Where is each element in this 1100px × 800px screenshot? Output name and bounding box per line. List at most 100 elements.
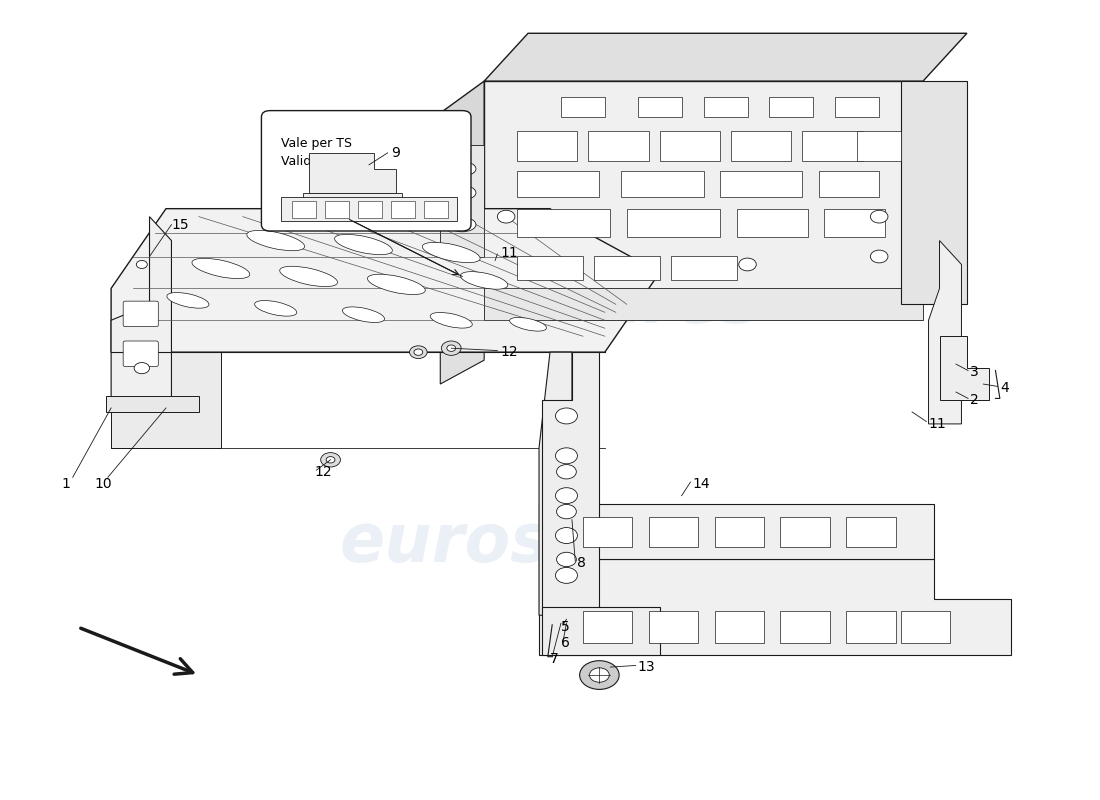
Bar [390,201,415,218]
Circle shape [870,210,888,223]
Bar [588,130,649,161]
Bar [846,517,895,547]
Text: 3: 3 [970,365,979,379]
Bar [835,97,879,117]
Bar [818,171,879,197]
Bar [326,201,349,218]
Text: 14: 14 [693,477,711,490]
Circle shape [409,346,427,358]
Bar [720,171,802,197]
Circle shape [321,453,340,467]
Bar [824,209,884,237]
Polygon shape [111,352,221,448]
Text: 12: 12 [315,465,332,478]
Polygon shape [111,209,660,352]
Bar [769,97,813,117]
Text: eurospares: eurospares [339,271,761,338]
Circle shape [556,408,578,424]
FancyBboxPatch shape [262,110,471,231]
Text: 7: 7 [550,652,559,666]
Polygon shape [539,504,934,559]
Text: 6: 6 [561,636,570,650]
Bar [627,209,721,237]
Polygon shape [542,352,600,615]
Ellipse shape [167,293,209,308]
Polygon shape [484,34,967,81]
Circle shape [414,349,422,355]
Bar [780,517,829,547]
FancyBboxPatch shape [123,341,158,366]
Bar [715,517,764,547]
Text: 9: 9 [390,146,399,160]
Circle shape [590,668,609,682]
Bar [638,97,682,117]
Bar [517,130,578,161]
Polygon shape [106,396,199,412]
Bar [846,611,895,643]
Circle shape [556,488,578,504]
Polygon shape [539,352,594,615]
Bar [780,611,829,643]
Bar [424,201,448,218]
Text: Vale per TS: Vale per TS [282,137,352,150]
Text: 4: 4 [1000,381,1009,395]
Ellipse shape [334,234,393,254]
Ellipse shape [430,313,472,328]
Circle shape [870,250,888,263]
Bar [732,130,791,161]
Bar [293,201,317,218]
Bar [671,257,737,281]
Text: 10: 10 [95,477,112,490]
Polygon shape [484,81,923,304]
Ellipse shape [191,258,250,278]
Ellipse shape [342,307,385,322]
Text: 8: 8 [578,557,586,570]
Text: 11: 11 [928,417,946,431]
Bar [561,97,605,117]
Circle shape [557,465,576,479]
Text: Valid for TS: Valid for TS [282,155,352,168]
Circle shape [441,341,461,355]
Ellipse shape [449,186,476,200]
Circle shape [327,457,334,463]
Bar [704,97,748,117]
Polygon shape [304,193,402,213]
Ellipse shape [367,274,426,294]
Text: eurospares: eurospares [339,510,761,577]
Ellipse shape [461,272,508,290]
Bar [715,611,764,643]
Text: 13: 13 [638,660,656,674]
Polygon shape [928,241,961,424]
Circle shape [556,527,578,543]
Bar [594,257,660,281]
Circle shape [497,210,515,223]
Circle shape [447,345,455,351]
Ellipse shape [449,162,476,176]
Bar [660,130,720,161]
Polygon shape [542,607,660,655]
Bar [649,517,698,547]
Polygon shape [111,217,172,400]
Bar [649,611,698,643]
Bar [517,209,611,237]
Bar [802,130,862,161]
Circle shape [557,505,576,518]
FancyBboxPatch shape [123,301,158,326]
Bar [517,171,600,197]
Ellipse shape [246,230,305,250]
Polygon shape [440,304,484,384]
Bar [358,201,382,218]
Ellipse shape [449,218,476,232]
Text: 2: 2 [970,393,979,407]
Bar [737,209,807,237]
Bar [583,517,632,547]
Bar [517,257,583,281]
Polygon shape [539,559,1011,655]
Bar [583,611,632,643]
Ellipse shape [509,318,547,331]
Text: 15: 15 [172,218,189,232]
Circle shape [556,448,578,464]
Polygon shape [440,81,484,336]
Polygon shape [901,81,967,304]
Text: 11: 11 [500,246,518,259]
